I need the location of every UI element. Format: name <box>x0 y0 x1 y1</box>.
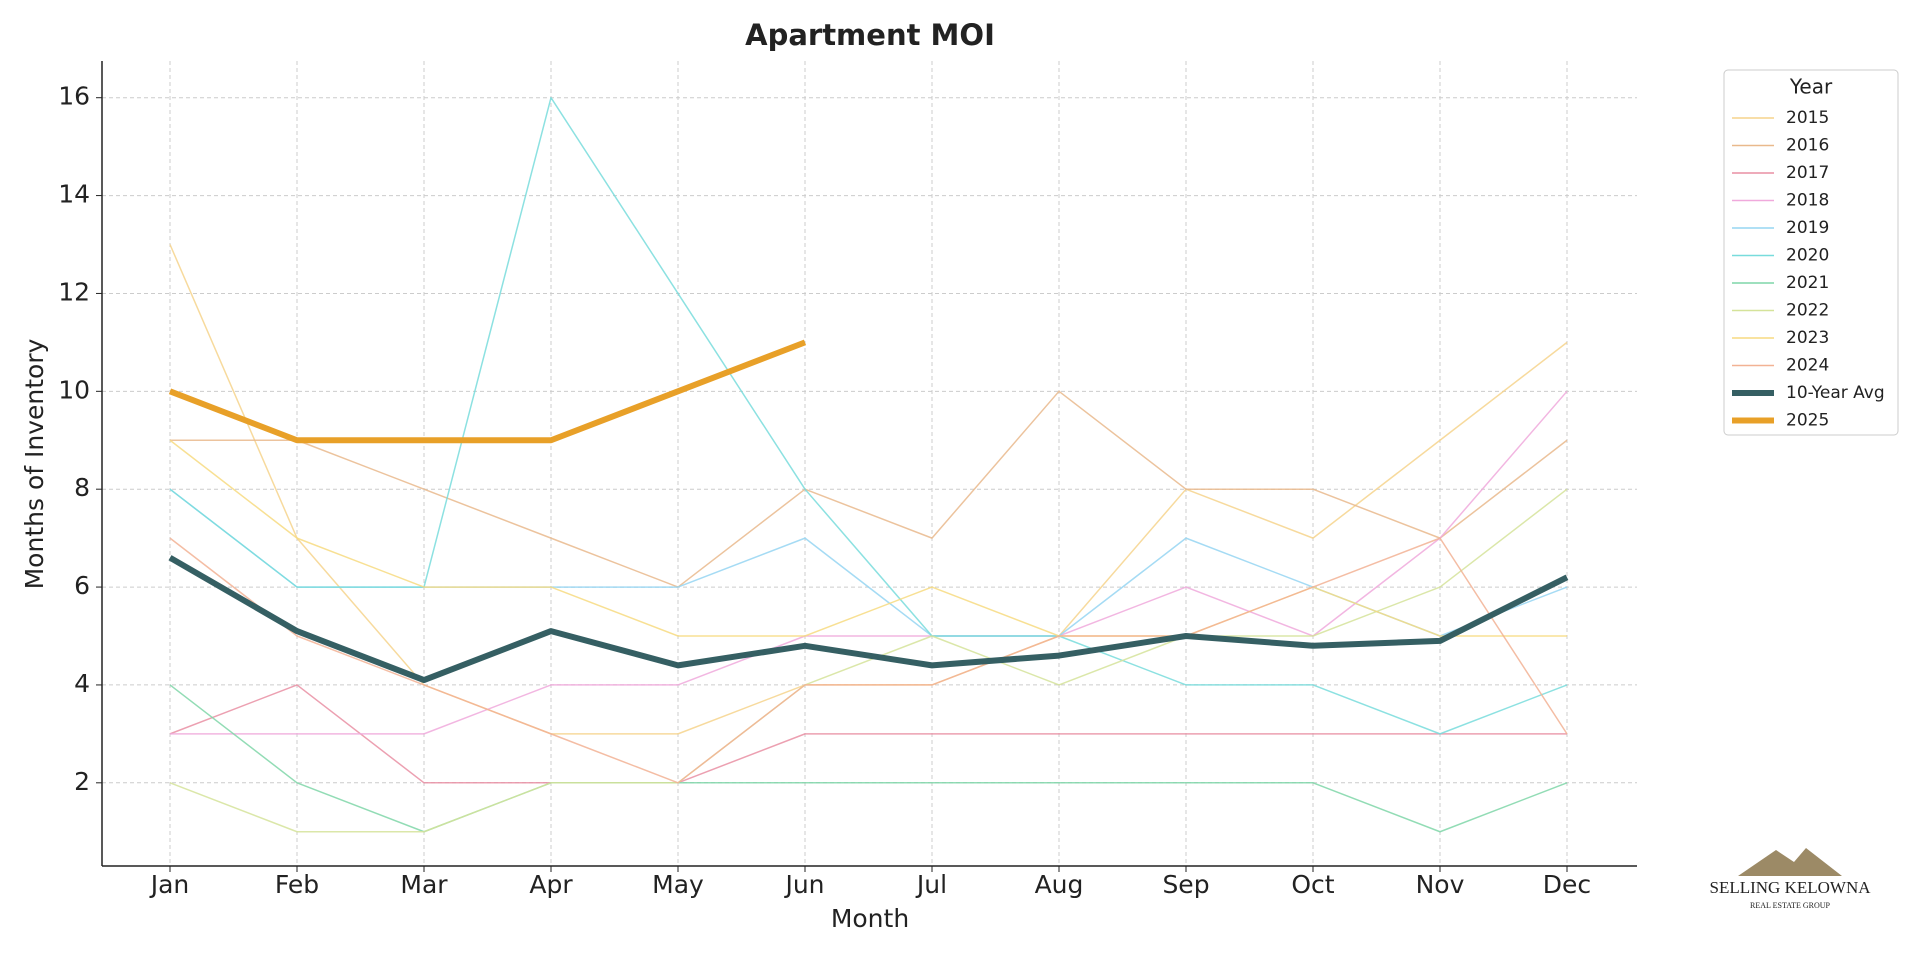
y-tick-label: 8 <box>74 473 90 502</box>
series-line <box>169 96 1568 735</box>
x-tick-label: Mar <box>400 870 448 899</box>
series-line <box>169 439 1567 637</box>
legend-label: 2017 <box>1786 163 1829 183</box>
legend-label: 2020 <box>1786 246 1829 266</box>
x-tick-label: Jan <box>149 870 190 899</box>
y-tick-label: 16 <box>58 82 90 111</box>
legend-label: 2016 <box>1786 136 1829 156</box>
legend-title: Year <box>1789 75 1833 99</box>
x-tick-label: Aug <box>1035 870 1084 899</box>
chart-title: Apartment MOI <box>745 18 995 52</box>
x-tick-label: Oct <box>1291 870 1334 899</box>
series-line <box>168 339 807 444</box>
y-tick-label: 6 <box>74 571 90 600</box>
logo-name: SELLING KELOWNA <box>1710 878 1872 897</box>
series-line <box>170 390 1568 735</box>
series-line <box>170 390 1568 588</box>
x-tick-label: Dec <box>1543 870 1591 899</box>
x-tick-label: Sep <box>1162 870 1209 899</box>
legend-label: 10-Year Avg <box>1786 383 1885 403</box>
legend-label: 2022 <box>1786 301 1829 321</box>
legend-label: 2015 <box>1786 108 1829 128</box>
logo: SELLING KELOWNA REAL ESTATE GROUP <box>1710 848 1872 910</box>
legend-label: 2025 <box>1786 411 1829 431</box>
y-tick-label: 2 <box>74 767 90 796</box>
x-tick-label: Jun <box>783 870 824 899</box>
x-tick-label: Apr <box>529 870 573 899</box>
x-tick-label: May <box>652 870 704 899</box>
legend-label: 2023 <box>1786 328 1829 348</box>
y-tick-label: 12 <box>58 277 90 306</box>
y-tick-label: 10 <box>58 375 90 404</box>
series-line <box>168 555 1569 684</box>
legend-label: 2018 <box>1786 191 1829 211</box>
y-tick-label: 4 <box>74 669 90 698</box>
series-line <box>169 684 1568 833</box>
series-line <box>169 684 1567 784</box>
series-line <box>169 488 1568 833</box>
x-tick-label: Nov <box>1416 870 1465 899</box>
x-tick-label: Jul <box>915 870 947 899</box>
legend-label: 2021 <box>1786 273 1829 293</box>
x-tick-label: Feb <box>275 870 319 899</box>
logo-tagline: REAL ESTATE GROUP <box>1750 901 1831 910</box>
series-line <box>169 537 1568 784</box>
legend-label: 2019 <box>1786 218 1829 238</box>
logo-roof <box>1738 848 1842 876</box>
legend-box <box>1723 69 1899 436</box>
legend-label: 2024 <box>1786 356 1829 376</box>
y-tick-label: 14 <box>58 180 90 209</box>
x-axis-label: Month <box>831 904 909 933</box>
y-axis-label: Months of Inventory <box>20 338 49 589</box>
